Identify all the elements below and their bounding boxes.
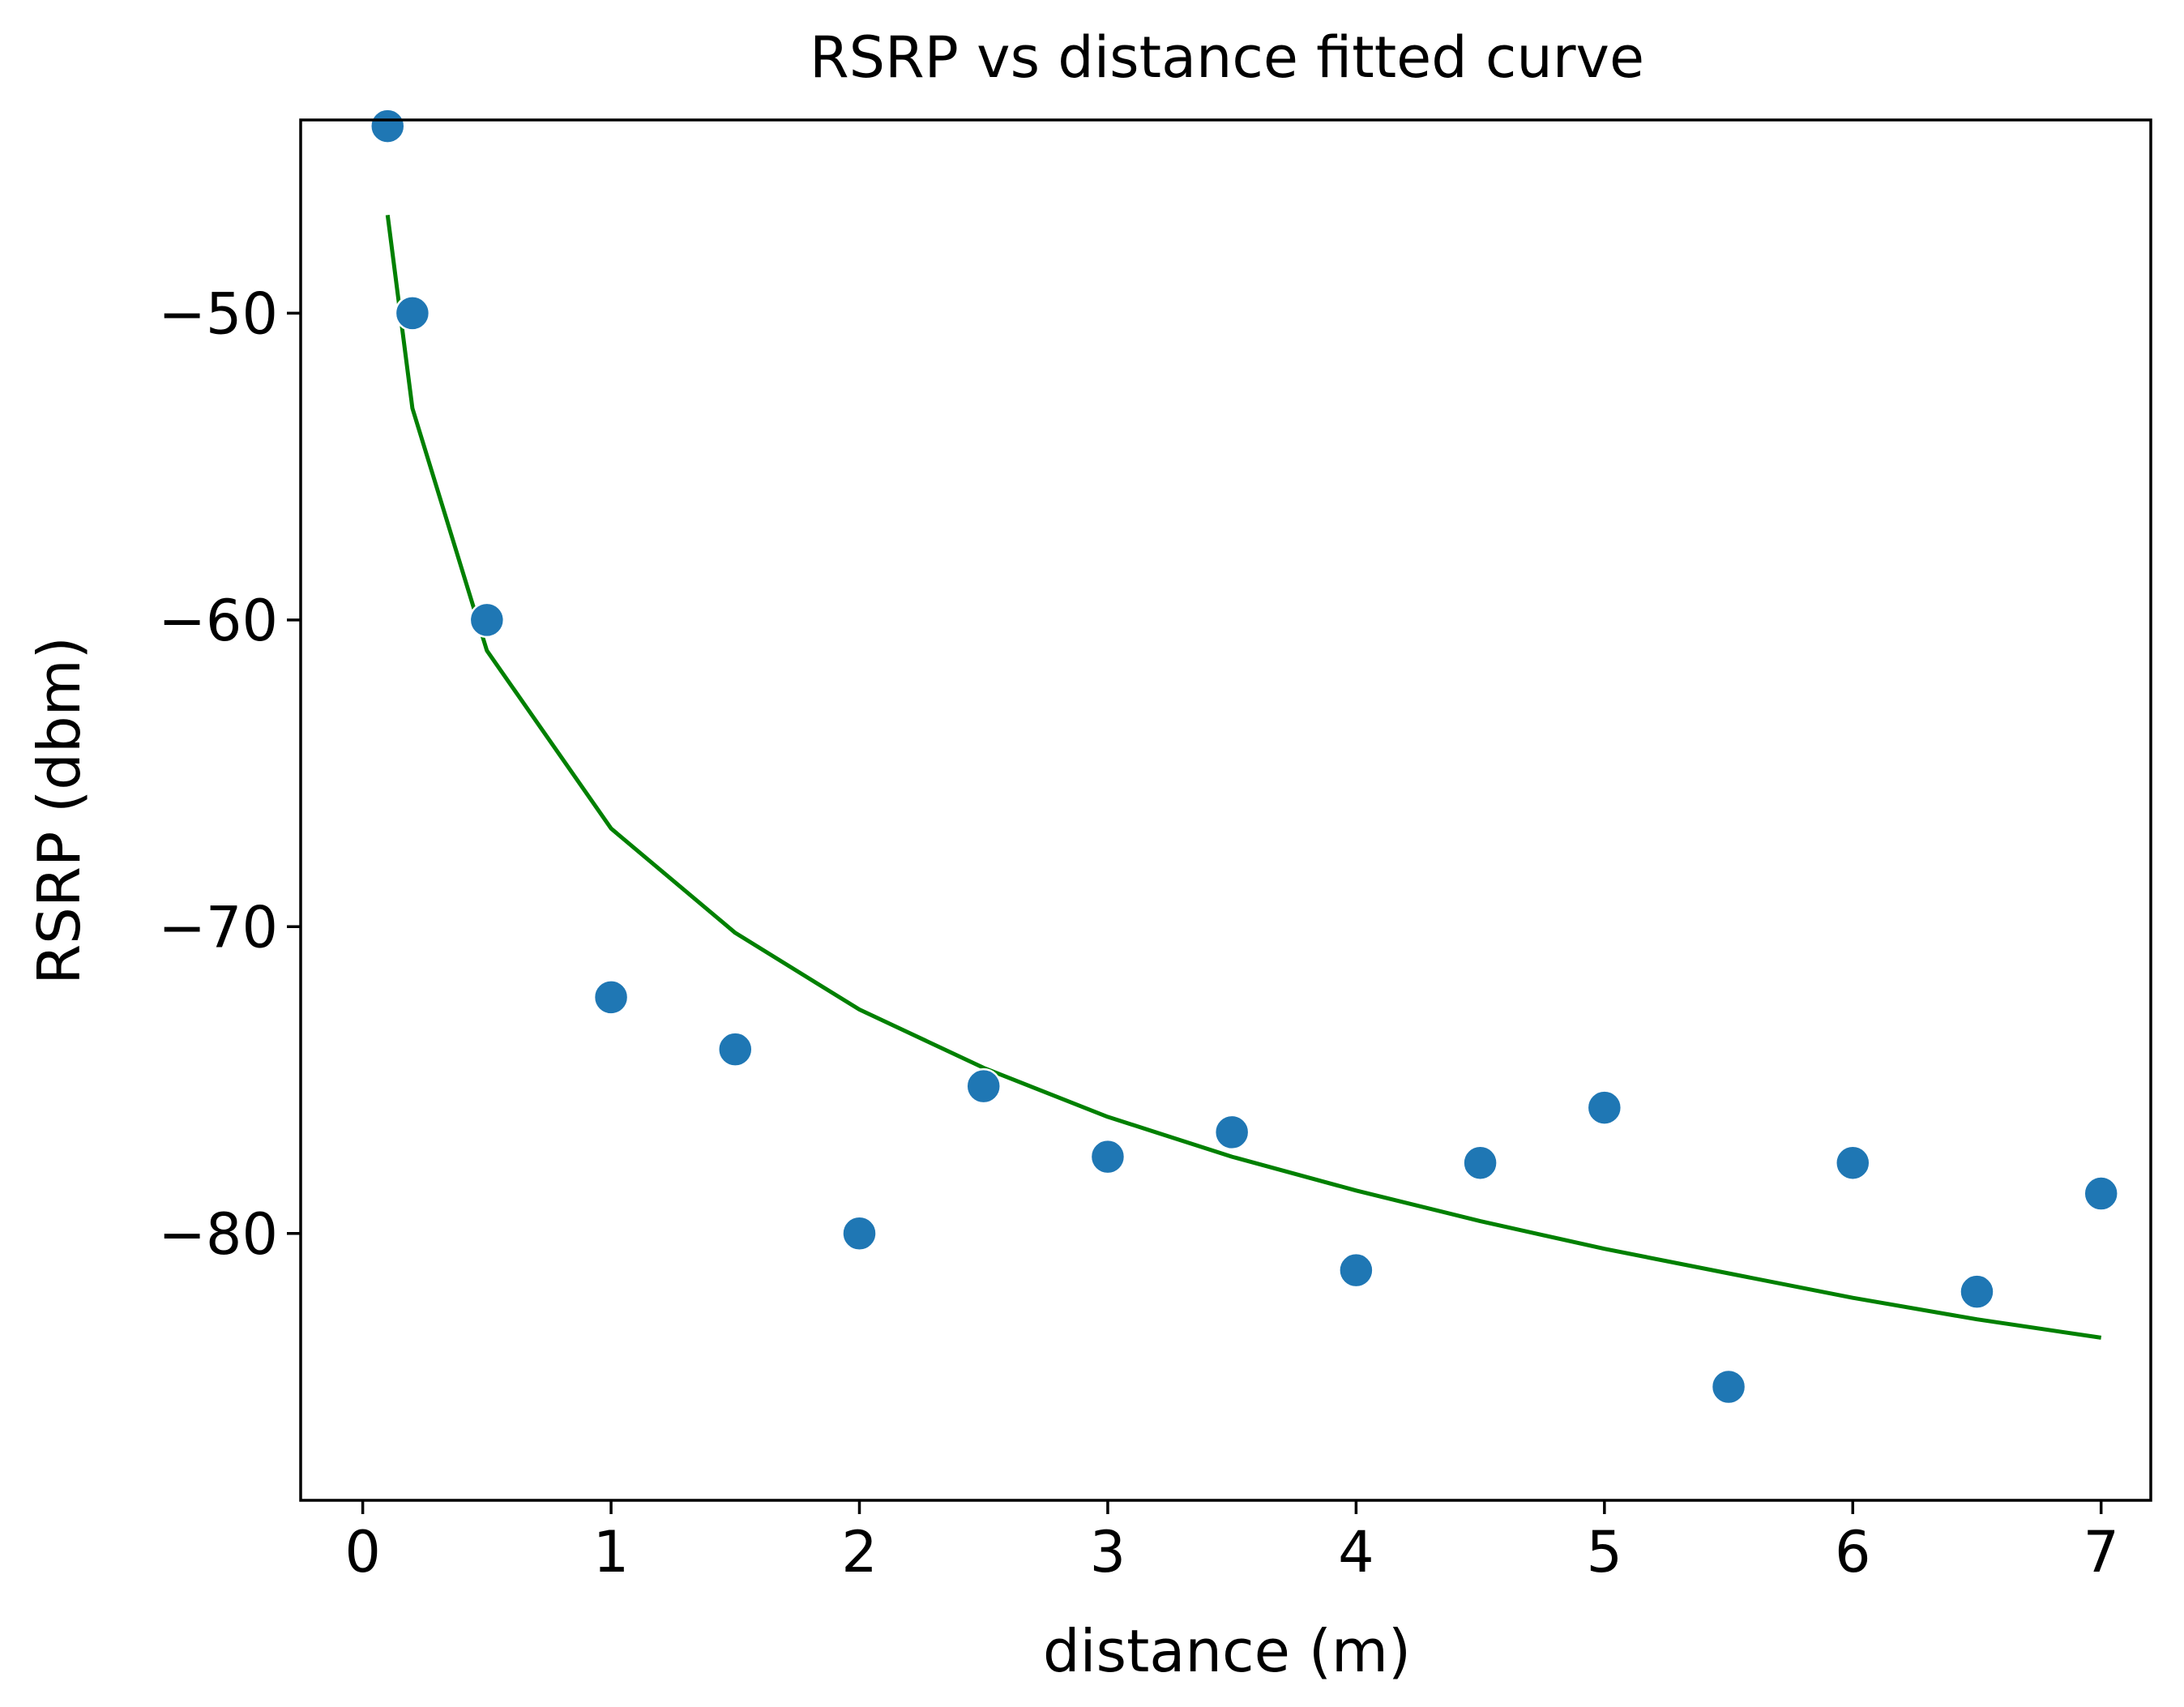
scatter-point — [1089, 1138, 1126, 1175]
scatter-point — [1338, 1251, 1374, 1289]
scatter-point — [1213, 1114, 1250, 1151]
x-tick-label: 0 — [344, 1519, 381, 1585]
x-tick-label: 6 — [1835, 1519, 1871, 1585]
y-tick-label: −70 — [158, 894, 278, 960]
y-tick-label: −60 — [158, 588, 278, 654]
x-tick-label: 2 — [841, 1519, 878, 1585]
scatter-point — [394, 295, 431, 332]
x-tick-label: 3 — [1090, 1519, 1126, 1585]
x-tick-label: 4 — [1338, 1519, 1374, 1585]
scatter-point — [468, 601, 506, 639]
plot-area — [370, 108, 2119, 1405]
scatter-point — [592, 979, 630, 1016]
y-axis-label: RSRP (dbm) — [25, 636, 93, 985]
scatter-point — [1959, 1273, 1995, 1310]
plot-frame — [299, 118, 2152, 1502]
scatter-point — [841, 1215, 878, 1252]
chart-title: RSRP vs distance fitted curve — [810, 24, 1644, 91]
scatter-point — [717, 1031, 754, 1067]
scatter-point — [965, 1067, 1002, 1105]
y-tick-label: −50 — [158, 280, 278, 347]
x-tick-label: 1 — [593, 1519, 630, 1585]
scatter-point — [2083, 1175, 2119, 1212]
scatter-point — [1586, 1089, 1623, 1126]
scatter-point — [370, 108, 406, 144]
scatter-point — [1835, 1144, 1871, 1181]
y-axis: −50 −60 −70 −80 — [158, 280, 301, 1268]
y-tick-label: −80 — [158, 1201, 278, 1268]
x-tick-label: 7 — [2083, 1519, 2119, 1585]
scatter-point — [1462, 1144, 1498, 1181]
scatter-point — [1710, 1368, 1747, 1405]
fitted-curve-line — [385, 214, 2102, 1340]
x-axis: 0 1 2 3 4 5 6 7 — [344, 1500, 2119, 1585]
x-axis-label: distance (m) — [1043, 1617, 1411, 1685]
x-tick-label: 5 — [1587, 1519, 1623, 1585]
